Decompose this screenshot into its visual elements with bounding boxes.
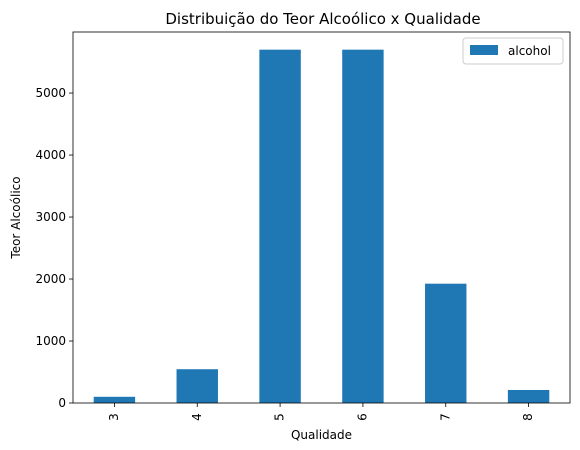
y-tick-label: 5000 [35,86,66,100]
y-tick-label: 4000 [35,148,66,162]
y-axis-label: Teor Alcoólico [9,176,23,259]
x-tick-label: 5 [273,413,287,421]
bars [93,49,550,404]
y-axis-ticks: 0 1000 2000 3000 4000 5000 [35,86,73,410]
bar-5 [259,49,301,404]
legend-entry-alcohol: alcohol [508,44,551,58]
y-tick-label: 2000 [35,272,66,286]
x-tick-label: 8 [521,413,535,421]
x-tick-label: 4 [190,413,204,421]
x-tick-label: 3 [107,413,121,421]
chart-title: Distribuição do Teor Alcoólico x Qualida… [165,10,480,28]
legend-box [462,37,564,65]
bar-4 [176,369,218,403]
x-axis-label: Qualidade [291,428,352,442]
legend: alcohol [462,37,564,65]
bar-7 [425,283,467,403]
y-tick-label: 0 [58,396,66,410]
legend-swatch [470,45,498,55]
plot-frame [72,31,571,404]
y-tick-label: 1000 [35,334,66,348]
x-tick-label: 7 [438,413,452,421]
x-tick-label: 6 [355,413,369,421]
bar-6 [342,49,384,404]
x-axis-ticks: 3 4 5 6 7 8 [107,403,535,421]
bar-3 [93,396,136,403]
bar-8 [507,389,550,403]
y-tick-label: 3000 [35,210,66,224]
